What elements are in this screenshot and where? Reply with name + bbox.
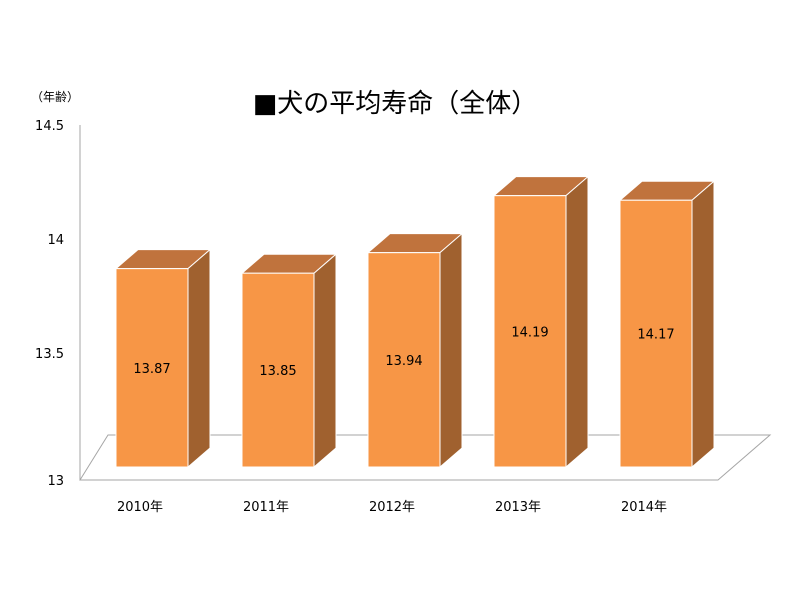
- y-tick-label: 13: [47, 474, 64, 489]
- bar: [241, 272, 315, 468]
- y-axis-unit-label: （年齢）: [31, 89, 79, 104]
- x-tick-label: 2013年: [495, 500, 541, 515]
- chart-title: ■犬の平均寿命（全体）: [253, 89, 538, 119]
- labels: 13.87 2010年 13.85 2011年 13.94 2012年 14.19 2013年…: [117, 325, 675, 515]
- bar: [493, 195, 567, 468]
- bar-side-face: [439, 232, 463, 469]
- y-tick-label: 14: [47, 233, 64, 248]
- chart-floor-outline: [79, 434, 772, 481]
- y-axis: 13 13.5 14 14.5: [35, 119, 81, 489]
- bar-value-label: 13.85: [259, 364, 296, 379]
- bar-side-face: [565, 175, 589, 469]
- x-tick-label: 2010年: [117, 500, 163, 515]
- y-tick-label: 14.5: [35, 119, 64, 134]
- bar: [619, 199, 693, 468]
- bar-value-label: 13.94: [385, 354, 422, 369]
- bar: [115, 268, 189, 468]
- x-tick-label: 2011年: [243, 500, 289, 515]
- bar-value-label: 14.19: [511, 325, 548, 340]
- bar-side-face: [187, 248, 211, 469]
- bars: [114, 175, 716, 469]
- bar-value-label: 14.17: [637, 328, 674, 343]
- chart-floor: [79, 434, 772, 481]
- bar-side-face: [691, 180, 715, 469]
- bar-side-face: [313, 253, 337, 469]
- bar: [367, 252, 441, 468]
- x-tick-label: 2014年: [621, 500, 667, 515]
- x-tick-label: 2012年: [369, 500, 415, 515]
- y-tick-label: 13.5: [35, 347, 64, 362]
- bar-value-label: 13.87: [133, 362, 170, 377]
